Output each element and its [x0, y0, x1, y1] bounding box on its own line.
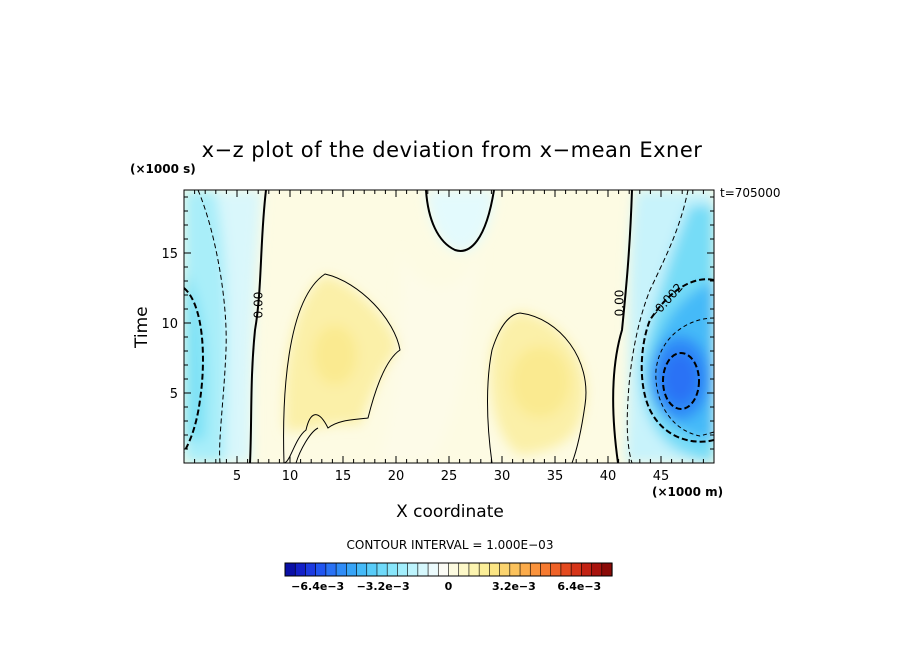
colorbar-tick-label: −3.2e−3	[357, 580, 410, 593]
contour-label: 0.00	[252, 292, 266, 319]
contour-right-dashed-2	[655, 317, 714, 437]
colorbar-cell	[581, 562, 593, 577]
x-tick-label: 10	[282, 469, 299, 484]
colorbar-cell	[478, 562, 490, 577]
x-unit-label: (×1000 m)	[652, 485, 724, 499]
colorbar-tick-label: 6.4e−3	[557, 580, 601, 593]
y-tick-label: 15	[161, 247, 178, 262]
colorbar-cell	[540, 562, 552, 577]
contour-top-tongue	[425, 190, 495, 252]
x-tick-label: 45	[653, 469, 670, 484]
colorbar-cell	[305, 562, 317, 577]
colorbar-cell	[560, 562, 572, 577]
colorbar-tick-label: 0	[445, 580, 453, 593]
colorbar-cell	[325, 562, 337, 577]
y-tick-label: 10	[161, 317, 178, 332]
colorbar-cell	[437, 562, 450, 577]
field-mid-pale	[380, 250, 480, 463]
x-axis-label: X coordinate	[396, 502, 504, 522]
colorbar-cell	[376, 562, 388, 577]
x-tick-label: 25	[441, 469, 458, 484]
contour-right-thick-dashed	[640, 278, 714, 443]
contour-label: 0.00	[613, 290, 627, 317]
colorbar-cell	[550, 562, 562, 577]
colorbar-cell	[448, 562, 460, 577]
colorbar-cell	[386, 562, 399, 577]
colorbar: −6.4e−3 −3.2e−3 0 3.2e−3 6.4e−3	[284, 562, 613, 593]
colorbar-cell	[417, 562, 429, 577]
colorbar-cell	[591, 562, 603, 577]
contour-lobe-left	[283, 273, 401, 463]
colorbar-cell	[458, 562, 470, 577]
colorbar-cell	[356, 562, 368, 577]
field-lobe-left-core	[313, 325, 357, 385]
field-lobe-right-core	[510, 346, 570, 418]
colorbar-cell	[601, 562, 613, 577]
chart-title: x−z plot of the deviation from x−mean Ex…	[201, 138, 703, 162]
colorbar-cell	[529, 562, 542, 577]
x-tick-label: 5	[233, 469, 241, 484]
x-tick-label: 35	[547, 469, 564, 484]
colorbar-tick-label: 3.2e−3	[492, 580, 536, 593]
colorbar-cell	[346, 562, 358, 577]
colorbar-frame	[284, 562, 613, 577]
contour-right-core	[662, 352, 700, 410]
x-tick-label: 40	[600, 469, 617, 484]
x-tick-label: 20	[388, 469, 405, 484]
contour-left-dashed	[197, 190, 227, 463]
x-tick-label: 15	[335, 469, 352, 484]
x-tick-label: 30	[494, 469, 511, 484]
time-annotation: t=705000	[720, 186, 781, 200]
y-unit-label: (×1000 s)	[130, 162, 196, 176]
contour-left-thick-dashed	[184, 287, 204, 453]
colorbar-cell	[509, 562, 521, 577]
colorbar-cell	[315, 562, 327, 577]
colorbar-cell	[489, 562, 501, 577]
colorbar-cell	[570, 562, 582, 577]
contour-zero-left	[249, 190, 267, 463]
y-axis: 5 10 15	[161, 196, 714, 450]
colorbar-cell	[468, 562, 480, 577]
colorbar-cell	[519, 562, 531, 577]
heatmap-field	[184, 190, 714, 463]
colorbar-cell	[284, 562, 296, 577]
colorbar-cell	[427, 562, 439, 577]
field-right-core-b	[662, 352, 698, 404]
contour-lobe-left-inner	[295, 427, 319, 463]
contour-zero-right	[612, 190, 633, 463]
colorbar-cell	[335, 562, 347, 577]
colorbar-cell	[407, 562, 419, 577]
field-top-tongue	[426, 190, 494, 252]
colorbar-cell	[499, 562, 511, 577]
x-axis: 5 10 15 20 25 30 35 40 45	[194, 190, 704, 484]
contour-right-dashed	[626, 190, 689, 463]
colorbar-cell	[294, 562, 307, 577]
colorbar-cell	[366, 562, 378, 577]
y-axis-label: Time	[132, 306, 152, 348]
colorbar-cell	[397, 562, 409, 577]
colorbar-tick-label: −6.4e−3	[291, 580, 344, 593]
contour-lobe-right	[487, 312, 587, 463]
contour-interval-text: CONTOUR INTERVAL = 1.000E−03	[346, 538, 554, 552]
y-tick-label: 5	[170, 387, 178, 402]
